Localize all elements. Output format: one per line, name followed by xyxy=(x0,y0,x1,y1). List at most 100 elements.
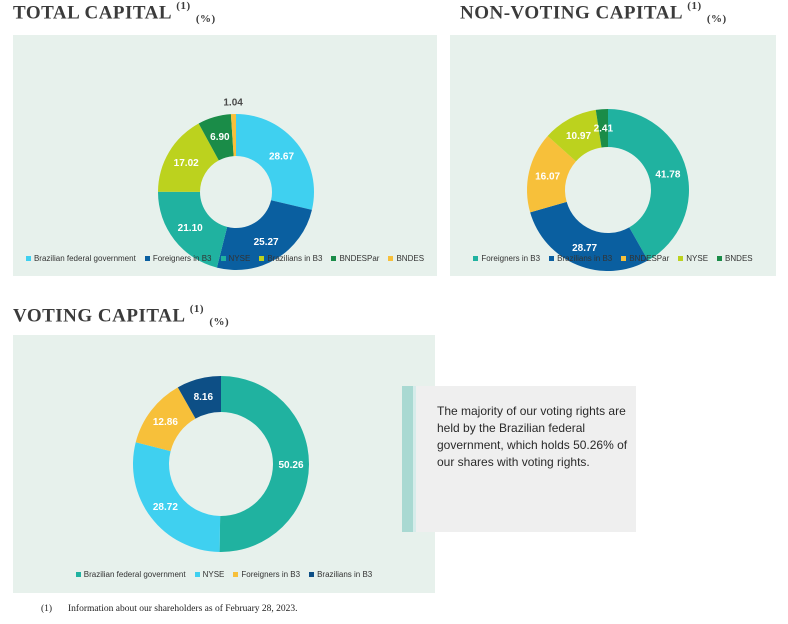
total-capital-legend-bndes: BNDES xyxy=(388,254,424,263)
non-voting-capital-legend-bndes: BNDES xyxy=(717,254,753,263)
non-voting-capital-unit: (%) xyxy=(706,13,727,26)
voting-capital-donut: 50.26 28.72 12.86 8.16 xyxy=(133,376,310,552)
voting-capital-chart: 50.26 28.72 12.86 8.16 Brazilian federal go… xyxy=(13,335,435,593)
legend-label: Brazilians in B3 xyxy=(267,254,323,263)
voting-capital-legend-foreigners-in-b3: Foreigners in B3 xyxy=(233,570,300,579)
total-capital-title: TOTAL CAPITAL (1) (%) xyxy=(13,0,216,26)
legend-label: BNDES xyxy=(725,254,753,263)
non-voting-capital-legend-brazilians-in-b3: Brazilians in B3 xyxy=(549,254,612,263)
total-capital-slice-bndespar xyxy=(198,114,234,161)
legend-swatch xyxy=(220,256,226,261)
total-capital-slice-bndes xyxy=(230,114,236,157)
total-capital-slice-nyse xyxy=(158,191,228,268)
voting-capital-label-brazilians-in-b3: 8.16 xyxy=(194,392,214,403)
footnote-number: (1) xyxy=(41,604,53,614)
legend-swatch xyxy=(194,572,200,577)
voting-rights-callout: The majority of our voting rights are he… xyxy=(402,386,636,532)
total-capital-legend-bndespar: BNDESPar xyxy=(331,254,379,263)
voting-capital-legend: Brazilian federal government NYSE Foreigne… xyxy=(13,570,435,579)
legend-swatch xyxy=(388,256,394,261)
non-voting-capital-label-foreigners-in-b3: 41.78 xyxy=(655,170,680,181)
non-voting-capital-slice-foreigners-in-b3 xyxy=(608,109,689,261)
footnote: (1) Information about our shareholders as… xyxy=(41,604,298,614)
voting-capital-legend-nyse: NYSE xyxy=(194,570,225,579)
non-voting-capital-label-nyse: 10.97 xyxy=(566,131,591,142)
voting-capital-slice-nyse xyxy=(133,442,221,552)
footnote-text: Information about our shareholders as of… xyxy=(68,604,298,614)
total-capital-label-brazilians-in-b3: 17.02 xyxy=(174,158,199,169)
non-voting-capital-slice-bndes xyxy=(595,109,608,148)
legend-swatch xyxy=(309,572,315,577)
legend-swatch xyxy=(259,256,265,261)
non-voting-capital-label-brazilians-in-b3: 28.77 xyxy=(572,243,597,254)
total-capital-legend-foreigners-in-b3: Foreigners in B3 xyxy=(144,254,212,263)
non-voting-capital-legend-bndespar: BNDESPar xyxy=(621,254,669,263)
non-voting-capital-legend-foreigners-in-b3: Foreigners in B3 xyxy=(473,254,540,263)
legend-swatch xyxy=(678,256,684,261)
callout-text: The majority of our voting rights are he… xyxy=(437,404,628,469)
non-voting-capital-donut: 41.78 28.77 16.07 10.972.41 xyxy=(527,109,689,271)
total-capital-slice-foreigners-in-b3 xyxy=(216,200,312,270)
legend-label: Brazilian federal government xyxy=(83,570,186,579)
legend-label: Brazilians in B3 xyxy=(557,254,613,263)
legend-label: Foreigners in B3 xyxy=(241,570,301,579)
legend-label: BNDES xyxy=(396,254,425,263)
voting-capital-unit: (%) xyxy=(209,316,230,329)
legend-label: NYSE xyxy=(228,254,251,263)
legend-swatch xyxy=(25,256,31,261)
voting-capital-footnote-ref: (1) xyxy=(189,303,205,315)
non-voting-capital-legend: Foreigners in B3 Brazilians in B3 BNDESPar… xyxy=(450,254,776,263)
total-capital-donut: 28.67 25.27 21.10 17.02 6.90 1.04 xyxy=(158,98,315,270)
legend-swatch xyxy=(473,256,479,261)
total-capital-label-nyse: 21.10 xyxy=(178,223,203,234)
legend-swatch xyxy=(233,572,239,577)
non-voting-capital-title-text: NON-VOTING CAPITAL xyxy=(460,2,683,24)
voting-capital-title: VOTING CAPITAL (1) (%) xyxy=(13,303,230,329)
voting-capital-label-nyse: 28.72 xyxy=(153,502,178,513)
legend-label: Brazilians in B3 xyxy=(317,570,373,579)
total-capital-chart: 28.67 25.27 21.10 17.02 6.90 1.04 Brazilian f… xyxy=(13,35,437,276)
total-capital-label-foreigners-in-b3: 25.27 xyxy=(254,237,279,248)
non-voting-capital-chart: 41.78 28.77 16.07 10.97 2.41 Foreigners in B… xyxy=(450,35,776,276)
total-capital-slice-brazilians-in-b3 xyxy=(158,123,219,192)
non-voting-capital-slice-bndespar xyxy=(527,135,576,213)
non-voting-capital-label-bndes: 2.41 xyxy=(594,124,614,135)
total-capital-slice-brazilian-federal-government xyxy=(236,114,315,210)
non-voting-capital-slice-nyse xyxy=(547,109,602,162)
total-capital-footnote-ref: (1) xyxy=(176,0,191,12)
legend-label: NYSE xyxy=(686,254,709,263)
non-voting-capital-label-bndespar: 16.07 xyxy=(535,172,560,183)
legend-swatch xyxy=(331,256,337,261)
legend-label: NYSE xyxy=(202,570,225,579)
legend-swatch xyxy=(75,572,81,577)
legend-label: Brazilian federal government xyxy=(33,254,136,263)
legend-label: BNDESPar xyxy=(339,254,380,263)
legend-swatch xyxy=(549,256,555,261)
total-capital-legend-nyse: NYSE xyxy=(220,254,251,263)
legend-label: BNDESPar xyxy=(629,254,670,263)
legend-swatch xyxy=(621,256,627,261)
total-capital-label-bndespar: 6.90 xyxy=(210,132,230,143)
total-capital-unit: (%) xyxy=(195,13,216,26)
legend-swatch xyxy=(717,256,723,261)
total-capital-title-text: TOTAL CAPITAL xyxy=(13,2,172,24)
voting-capital-label-brazilian-federal-government: 50.26 xyxy=(278,460,303,471)
callout-accent-bar xyxy=(402,386,413,532)
voting-capital-title-text: VOTING CAPITAL xyxy=(13,305,185,327)
voting-capital-legend-brazilians-in-b3: Brazilians in B3 xyxy=(309,570,372,579)
total-capital-legend-brazilians-in-b3: Brazilians in B3 xyxy=(259,254,322,263)
voting-capital-slice-brazilians-in-b3 xyxy=(177,376,221,419)
callout-accent-bar-inner xyxy=(413,386,416,532)
non-voting-capital-footnote-ref: (1) xyxy=(687,0,702,12)
non-voting-capital-title: NON-VOTING CAPITAL (1) (%) xyxy=(460,0,727,26)
legend-swatch xyxy=(144,256,150,261)
total-capital-label-brazilian-federal-government: 28.67 xyxy=(269,152,294,163)
voting-capital-legend-brazilian-federal-government: Brazilian federal government xyxy=(75,570,186,579)
total-capital-legend-brazilian-federal-government: Brazilian federal government xyxy=(25,254,136,263)
non-voting-capital-legend-nyse: NYSE xyxy=(678,254,708,263)
voting-capital-slice-foreigners-in-b3 xyxy=(135,387,196,452)
voting-capital-slice-brazilian-federal-government xyxy=(219,376,310,552)
total-capital-label-bndes: 1.04 xyxy=(223,98,243,109)
voting-capital-label-foreigners-in-b3: 12.86 xyxy=(153,417,178,428)
legend-label: Foreigners in B3 xyxy=(152,254,212,263)
